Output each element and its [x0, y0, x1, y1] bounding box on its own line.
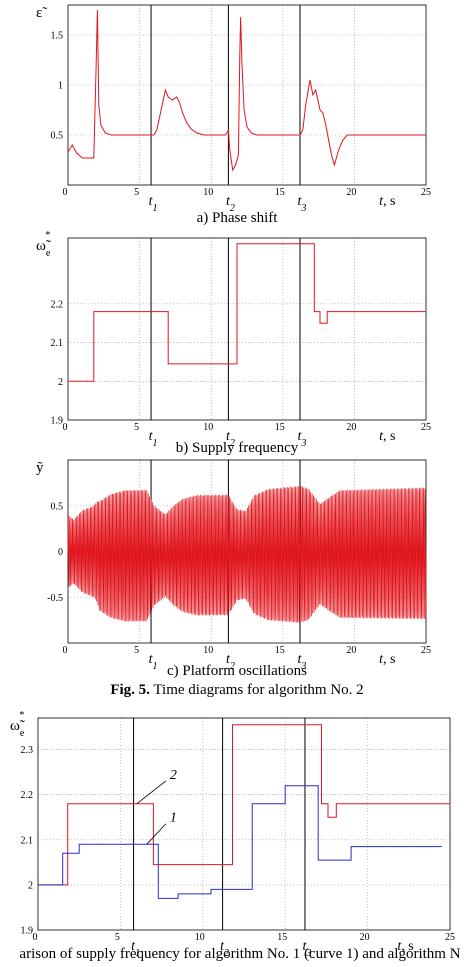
figure-title: Fig. 5. Time diagrams for algorithm No. … — [0, 682, 474, 699]
y-tick-label: 2.2 — [21, 790, 34, 801]
panel-caption-3: c) Platform oscillations — [167, 663, 307, 679]
chart-panel-3: 0 5 10 15 20 25 -0.5 0 0.5 ỹ t, s t1 t2 t3c) Platform… — [36, 459, 431, 679]
time-marker-label-1: t1 — [149, 194, 158, 214]
x-tick-label: 10 — [203, 645, 213, 656]
x-tick-label: 5 — [134, 645, 139, 656]
figure-title-label: Fig. 5. — [110, 682, 150, 698]
x-tick-label: 0 — [33, 932, 38, 943]
y-tick-label: 1.9 — [51, 416, 64, 427]
y-tick-label: 2.1 — [21, 835, 34, 846]
y-tick-label: 2 — [58, 377, 63, 388]
x-tick-label: 15 — [275, 187, 285, 198]
x-tick-label: 15 — [275, 645, 285, 656]
x-tick-label: 5 — [134, 187, 139, 198]
x-tick-label: 5 — [115, 932, 120, 943]
time-marker-label-2: t2 — [226, 429, 235, 449]
x-axis-label: t, s — [379, 194, 395, 209]
x-tick-label: 10 — [203, 422, 213, 433]
time-marker-label-1: t1 — [149, 429, 158, 449]
time-marker-label-3: t3 — [303, 939, 312, 959]
x-tick-label: 20 — [346, 645, 356, 656]
chart-panel-2: 0 5 10 15 20 25 1.9 2 2.1 2.2 ω̃e* t, s t1 t2 t3b) Sup… — [36, 230, 431, 456]
x-tick-label: 20 — [346, 422, 356, 433]
x-tick-label: 15 — [275, 422, 285, 433]
chart-panel-4: 0 5 10 15 20 25 1.9 2 2.1 2.2 2.3 ω̃e* t, s t1 t2 t3 2 1 — [10, 710, 455, 959]
x-tick-label: 10 — [203, 187, 213, 198]
annotation-leader-1 — [146, 823, 167, 845]
x-axis-label: t, s — [379, 652, 395, 667]
chart-panel-1: 0 5 10 15 20 25 0.5 1 1.5 ε̃ t, s t1 t2 t3 a) Phase sh… — [36, 4, 431, 226]
plot-frame — [67, 237, 427, 421]
series-line-red — [67, 9, 426, 172]
oscillation-line — [67, 485, 427, 623]
time-marker-label-2: t2 — [226, 652, 235, 672]
x-tick-label: 20 — [346, 187, 356, 198]
y-tick-label: 1.5 — [51, 31, 64, 42]
x-tick-label: 0 — [63, 422, 68, 433]
time-marker-label-3: t3 — [298, 194, 307, 214]
panel-caption-1: a) Phase shift — [197, 210, 279, 226]
series-line-red — [68, 243, 426, 382]
time-marker-label-2: t2 — [226, 194, 235, 214]
y-tick-label: 2.2 — [51, 299, 64, 310]
y-axis-label: ỹ — [36, 460, 44, 476]
x-tick-label: 10 — [195, 932, 205, 943]
annotation-label-2: 2 — [170, 768, 177, 783]
x-axis-label: t, s — [379, 429, 395, 444]
y-tick-label: 2.3 — [21, 745, 34, 756]
y-axis-label: ω̃e* — [36, 230, 51, 259]
bottom-caption: arison of supply frequency for algorithm… — [19, 946, 461, 962]
y-tick-label: 1.9 — [21, 926, 34, 937]
series-line-red — [38, 724, 450, 886]
y-axis-label: ε̃ — [36, 5, 47, 21]
x-tick-label: 15 — [277, 932, 287, 943]
figure-title-text: Time diagrams for algorithm No. 2 — [153, 682, 364, 698]
y-tick-label: -0.5 — [47, 593, 63, 604]
y-tick-label: 0 — [58, 547, 63, 558]
plot-frame — [67, 4, 427, 186]
panel-caption-2: b) Supply frequency — [176, 440, 299, 456]
time-marker-label-1: t1 — [149, 652, 158, 672]
y-tick-label: 1 — [58, 81, 63, 92]
y-tick-label: 0.5 — [51, 501, 64, 512]
annotation-label-1: 1 — [170, 811, 177, 826]
time-marker-label-1: t1 — [131, 939, 140, 959]
x-tick-label: 0 — [63, 645, 68, 656]
x-tick-label: 20 — [360, 932, 370, 943]
y-tick-label: 2 — [28, 880, 33, 891]
x-tick-label: 5 — [134, 422, 139, 433]
plot-frame — [37, 717, 451, 931]
x-tick-label: 25 — [421, 645, 431, 656]
x-tick-label: 25 — [421, 187, 431, 198]
x-tick-label: 0 — [63, 187, 68, 198]
series-line-blue — [38, 785, 442, 899]
x-tick-label: 25 — [421, 422, 431, 433]
time-marker-label-3: t3 — [298, 652, 307, 672]
y-tick-label: 0.5 — [51, 131, 64, 142]
y-tick-label: 2.1 — [51, 338, 64, 349]
x-axis-label: t, s — [397, 939, 413, 954]
y-axis-label: ω̃e* — [10, 710, 25, 739]
time-marker-label-3: t3 — [298, 429, 307, 449]
annotation-leader-2 — [136, 780, 167, 805]
time-marker-label-2: t2 — [220, 939, 229, 959]
x-tick-label: 25 — [445, 932, 455, 943]
